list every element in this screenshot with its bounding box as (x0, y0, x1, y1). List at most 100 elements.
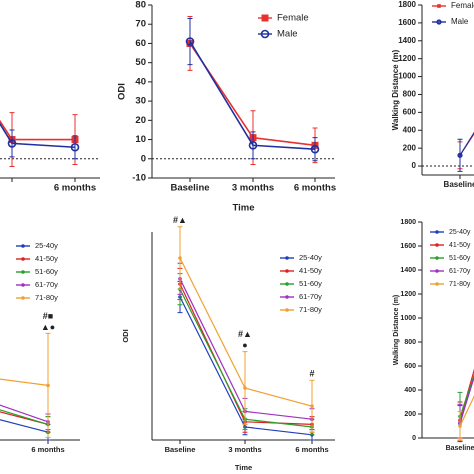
legend-marker (260, 29, 270, 39)
error-bar (9, 129, 15, 158)
y-tick-label: 1200 (400, 291, 416, 298)
legend-label: 71-80y (299, 305, 322, 314)
y-tick-label: 1200 (398, 54, 416, 63)
series-line (0, 411, 49, 425)
y-axis-label: ODI (117, 83, 128, 100)
x-axis-label: Time (232, 203, 254, 214)
y-tick-label: 600 (403, 107, 417, 116)
legend-marker (21, 283, 25, 287)
series-line (0, 404, 49, 423)
legend-marker (285, 308, 289, 312)
x-axis-label: Time (235, 463, 252, 472)
data-point (310, 404, 314, 409)
y-tick-label: 1800 (400, 219, 416, 226)
series-line (0, 419, 49, 433)
legend-marker (261, 14, 269, 22)
data-point (185, 37, 195, 46)
y-tick-label: 1000 (398, 72, 416, 81)
y-tick-label: 20 (135, 115, 146, 126)
y-tick-label: 800 (403, 90, 417, 99)
legend-label: 41-50y (35, 254, 58, 263)
annotation: #▲ (173, 215, 187, 225)
y-tick-label: 200 (404, 411, 416, 418)
y-tick-label: 400 (404, 387, 416, 394)
y-tick-label: 1400 (398, 36, 416, 45)
y-tick-label: -10 (132, 173, 146, 184)
series-line (179, 283, 313, 425)
x-tick-label: 3 months (228, 445, 261, 454)
legend-label: 51-60y (299, 279, 322, 288)
legend-label: Male (451, 17, 469, 26)
x-tick-label: Baseline (170, 183, 209, 194)
data-point (7, 139, 17, 148)
legend-marker (437, 4, 441, 8)
legend-marker (285, 282, 289, 286)
y-tick-label: 40 (135, 76, 146, 87)
legend-label: 71-80y (449, 281, 471, 288)
legend-label: Male (277, 29, 298, 40)
y-tick-label: 10 (135, 134, 146, 145)
legend-marker (285, 269, 289, 273)
y-axis-label: Walking Distance (m) (391, 49, 400, 130)
error-bar (72, 135, 78, 160)
x-tick-label: 6 months (54, 183, 96, 194)
data-point (46, 383, 50, 388)
legend-label: 41-50y (299, 266, 322, 275)
x-tick-label: Baseline (444, 180, 474, 189)
legend-marker (21, 257, 25, 261)
series-line (179, 296, 313, 436)
legend-label: 25-40y (449, 229, 471, 236)
y-tick-label: 400 (403, 125, 417, 134)
x-tick-label: 3 months (232, 183, 274, 194)
legend-marker (435, 282, 439, 286)
legend-label: 61-70y (299, 292, 322, 301)
legend-marker (21, 244, 25, 248)
annotation: ● (242, 340, 247, 350)
legend-marker (436, 19, 442, 25)
series-line (0, 378, 49, 386)
legend-marker (21, 270, 25, 274)
data-point (457, 152, 463, 158)
y-tick-label: 1000 (400, 315, 416, 322)
x-tick-label: 6 months (294, 183, 336, 194)
data-point (310, 144, 320, 154)
series-line (459, 395, 474, 427)
y-tick-label: 200 (403, 143, 417, 152)
y-tick-label: 800 (404, 339, 416, 346)
data-point (70, 142, 80, 152)
legend-label: 41-50y (449, 242, 471, 249)
legend-marker (435, 269, 439, 273)
annotation: #■ (43, 311, 53, 321)
annotation: #▲ (238, 329, 252, 339)
y-axis-label: Walking Distance (m) (393, 295, 400, 366)
legend-marker (435, 243, 439, 247)
error-bar (312, 137, 318, 162)
series-line (0, 122, 76, 149)
data-point (178, 256, 182, 260)
x-tick-label: Baseline (165, 445, 196, 454)
legend-label: Female (451, 1, 474, 10)
y-tick-label: 0 (412, 435, 416, 442)
data-point (458, 424, 462, 428)
data-point (243, 386, 247, 390)
error-bar (457, 138, 463, 172)
y-tick-label: 50 (135, 57, 146, 68)
annotation: ▲● (41, 322, 55, 332)
error-bar (250, 131, 256, 160)
legend-label: Female (277, 13, 309, 24)
legend-label: 61-70y (35, 280, 58, 289)
legend-label: 25-40y (35, 241, 58, 250)
legend-marker (435, 256, 439, 260)
legend-marker (435, 230, 439, 234)
y-tick-label: 1600 (398, 18, 416, 27)
y-tick-label: 0 (141, 153, 146, 164)
series-line (0, 409, 49, 425)
y-tick-label: 1800 (398, 0, 416, 9)
x-tick-label: 6 months (31, 445, 64, 454)
legend-label: 51-60y (449, 255, 471, 262)
series-line (459, 368, 474, 421)
legend-marker (285, 256, 289, 260)
x-tick-label: Baseline (446, 445, 474, 452)
y-tick-label: 80 (135, 0, 146, 11)
